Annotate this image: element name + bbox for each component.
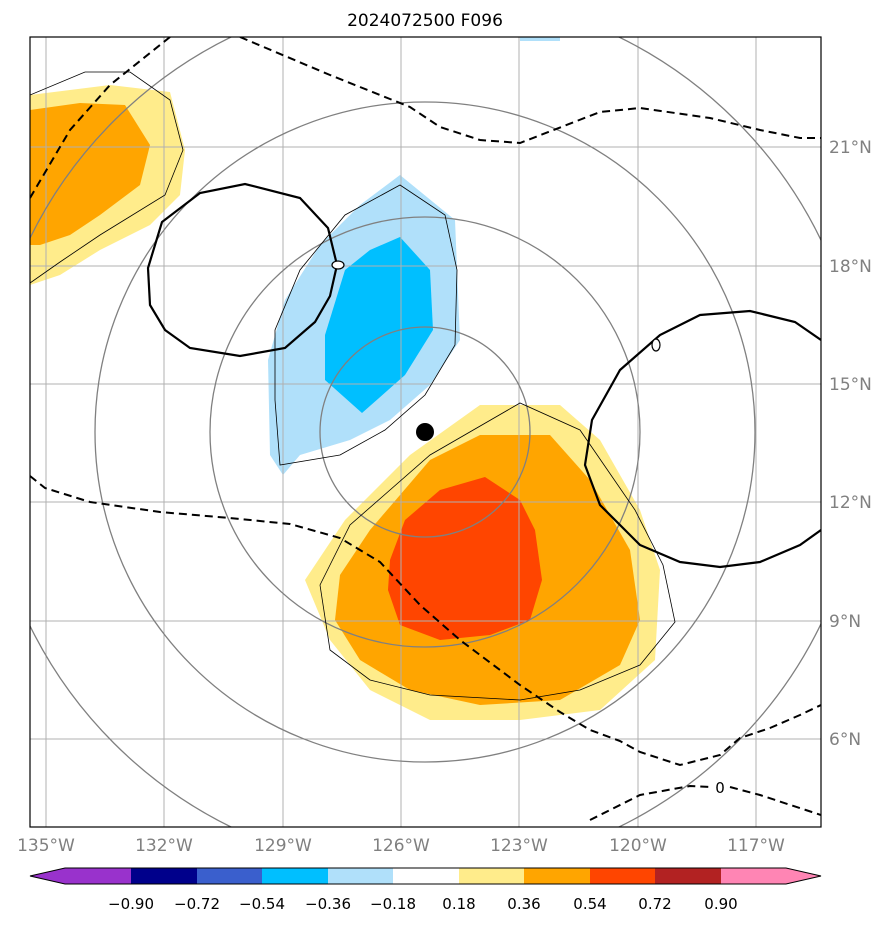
- colorbar-segment: [524, 868, 590, 884]
- thin-contours: [30, 71, 676, 701]
- colorbar-segment: [131, 868, 197, 884]
- fill-neg-inner: [325, 237, 433, 413]
- thin-contour: [274, 184, 458, 466]
- dashed-contour: [589, 784, 821, 821]
- x-tick-label: 132°W: [135, 836, 193, 856]
- colorbar-label: −0.18: [370, 895, 416, 913]
- y-tick-label: 9°N: [829, 612, 861, 632]
- x-tick-labels: 135°W 132°W 129°W 126°W 123°W 120°W 117°…: [17, 836, 785, 856]
- thin-contour: [30, 71, 184, 284]
- colorbar-label: 0.54: [573, 895, 606, 913]
- range-rings: [30, 37, 821, 827]
- range-ring: [209, 216, 641, 648]
- colorbar-segment: [721, 868, 786, 884]
- y-tick-label: 12°N: [829, 493, 872, 513]
- colorbar-segment: [262, 868, 328, 884]
- colorbar-segment: [655, 868, 721, 884]
- colorbar-label: 0.18: [442, 895, 475, 913]
- map-content: 0: [30, 37, 821, 827]
- colorbar-label: 0.36: [507, 895, 540, 913]
- colorbar-segment: [65, 868, 131, 884]
- x-tick-label: 135°W: [17, 836, 75, 856]
- colorbar-segment: [393, 868, 459, 884]
- colorbar-segment: [328, 868, 393, 884]
- colorbar-segment: [590, 868, 655, 884]
- colorbar-labels: −0.90 −0.72 −0.54 −0.36 −0.18 0.18 0.36 …: [108, 895, 738, 913]
- dashed-contours: [30, 37, 821, 821]
- map-frame: [29, 36, 822, 828]
- colorbar-segment: [459, 868, 524, 884]
- x-tick-label: 126°W: [372, 836, 430, 856]
- y-tick-labels: 21°N 18°N 15°N 12°N 9°N 6°N: [829, 138, 872, 750]
- y-tick-label: 21°N: [829, 138, 872, 158]
- y-tick-label: 6°N: [829, 730, 861, 750]
- colorbar-segment: [197, 868, 262, 884]
- colorbar-label: −0.36: [305, 895, 351, 913]
- top-edge-fill: [520, 37, 560, 41]
- fill-pos-inner: [388, 477, 542, 640]
- zero-contour: [146, 182, 339, 358]
- range-ring: [94, 101, 756, 763]
- colorbar: −0.90 −0.72 −0.54 −0.36 −0.18 0.18 0.36 …: [29, 867, 822, 913]
- x-tick-label: 129°W: [254, 836, 312, 856]
- colorbar-label: 0.72: [638, 895, 671, 913]
- y-tick-label: 15°N: [829, 375, 872, 395]
- storm-center-marker: [416, 423, 434, 441]
- x-tick-label: 117°W: [727, 836, 785, 856]
- y-tick-label: 18°N: [829, 257, 872, 277]
- contour-label: 0: [715, 779, 725, 797]
- colorbar-extend-high: [786, 868, 821, 884]
- zero-contours: [146, 182, 821, 569]
- range-ring: [319, 326, 531, 538]
- colorbar-extend-low: [30, 868, 65, 884]
- gridlines: [30, 37, 821, 827]
- contour-label-marker: [651, 338, 661, 352]
- colorbar-label: −0.72: [174, 895, 220, 913]
- dashed-contour: [239, 37, 821, 145]
- fill-nw-inner: [30, 103, 150, 245]
- x-tick-label: 120°W: [609, 836, 667, 856]
- zero-contour: [583, 309, 821, 569]
- colorbar-label: 0.90: [704, 895, 737, 913]
- thin-contour: [319, 402, 676, 701]
- x-tick-label: 123°W: [490, 836, 548, 856]
- dashed-contour: [30, 37, 171, 199]
- contour-label-marker: [331, 260, 345, 270]
- colorbar-outline: [29, 867, 822, 885]
- colorbar-label: −0.90: [108, 895, 154, 913]
- dashed-contour: [30, 475, 821, 767]
- colorbar-label: −0.54: [239, 895, 285, 913]
- chart-title: 2024072500 F096: [347, 11, 503, 31]
